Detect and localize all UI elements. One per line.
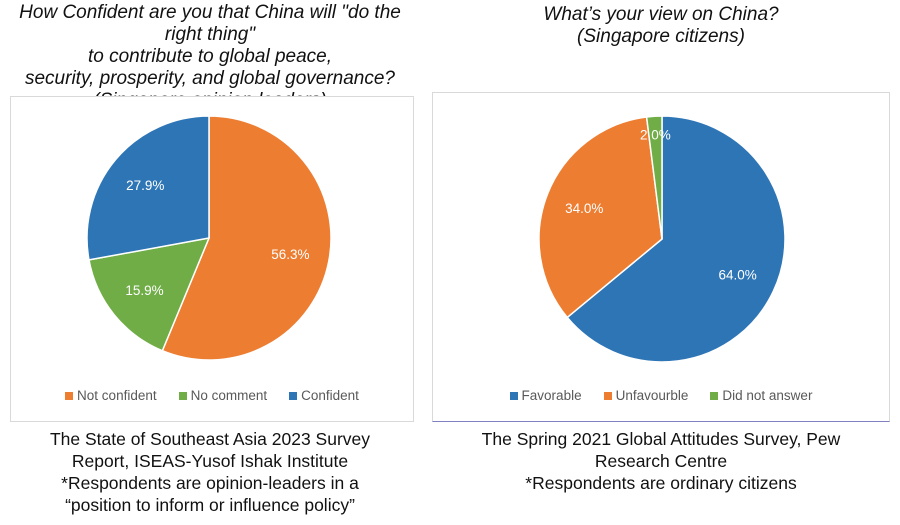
caption-line: *Respondents are opinion-leaders in a (61, 473, 359, 493)
chart2-legend: Favorable Unfavourble Did not answer (433, 388, 889, 403)
chart1-legend: Not confident No comment Confident (11, 388, 413, 403)
pie-chart-1: 56.3% 15.9% 27.9% (86, 115, 332, 361)
caption-line: “position to inform or influence policy” (65, 495, 355, 515)
title-line: (Singapore citizens) (577, 26, 745, 47)
title-line: to contribute to global peace, (87, 46, 332, 67)
caption-line: Research Centre (594, 451, 728, 471)
caption-line: The Spring 2021 Global Attitudes Survey,… (481, 429, 841, 449)
data-label: 27.9% (126, 178, 164, 193)
legend-label: No comment (190, 388, 268, 403)
pie-slice-confident (86, 115, 210, 261)
data-label: 2.0% (640, 128, 671, 143)
legend-label: Confident (301, 388, 359, 403)
data-label: 34.0% (565, 201, 603, 216)
legend-item: No comment (178, 388, 268, 403)
title-line: How Confident are you that China will "d… (19, 2, 401, 45)
caption-line: Report, ISEAS-Yusof Ishak Institute (71, 451, 349, 471)
chart1-area: 56.3% 15.9% 27.9% Not confident No comment C… (10, 96, 414, 422)
legend-swatch (509, 392, 518, 400)
legend-item: Did not answer (710, 388, 812, 403)
legend-swatch (65, 392, 74, 400)
legend-label: Not confident (77, 388, 157, 403)
chart2-title: What’s your view on China? (Singapore ci… (432, 4, 890, 48)
data-label: 64.0% (719, 268, 757, 283)
pie-slice-unfavourble (538, 116, 663, 319)
chart2-caption: The Spring 2021 Global Attitudes Survey,… (432, 428, 890, 494)
legend-swatch (178, 392, 187, 400)
pie-slice-no-comment (88, 237, 211, 352)
caption-line: The State of Southeast Asia 2023 Survey (49, 429, 371, 449)
legend-swatch (603, 392, 612, 400)
legend-item: Not confident (65, 388, 157, 403)
pie-slice-favorable (566, 115, 786, 363)
legend-label: Did not answer (722, 388, 813, 403)
chart1-caption: The State of Southeast Asia 2023 Survey … (0, 428, 420, 516)
legend-item: Favorable (509, 388, 582, 403)
legend-swatch (289, 392, 298, 400)
data-label: 15.9% (125, 283, 163, 298)
pie-slice-did-not-answer (645, 115, 663, 240)
data-label: 56.3% (271, 247, 309, 262)
caption-line: *Respondents are ordinary citizens (525, 473, 797, 493)
legend-label: Unfavourble (615, 388, 689, 403)
legend-item: Unfavourble (603, 388, 689, 403)
pie-chart-2: 64.0% 34.0% 2.0% (538, 115, 786, 363)
chart2-area: 64.0% 34.0% 2.0% Favorable Unfavourble Did n… (432, 92, 890, 422)
legend-item: Confident (289, 388, 359, 403)
legend-swatch (710, 392, 719, 400)
chart1-title: How Confident are you that China will "d… (0, 2, 420, 112)
pie-slice-not-confident (161, 115, 332, 361)
legend-label: Favorable (521, 388, 582, 403)
title-line: What’s your view on China? (543, 4, 779, 25)
title-line: security, prosperity, and global governa… (24, 68, 395, 89)
